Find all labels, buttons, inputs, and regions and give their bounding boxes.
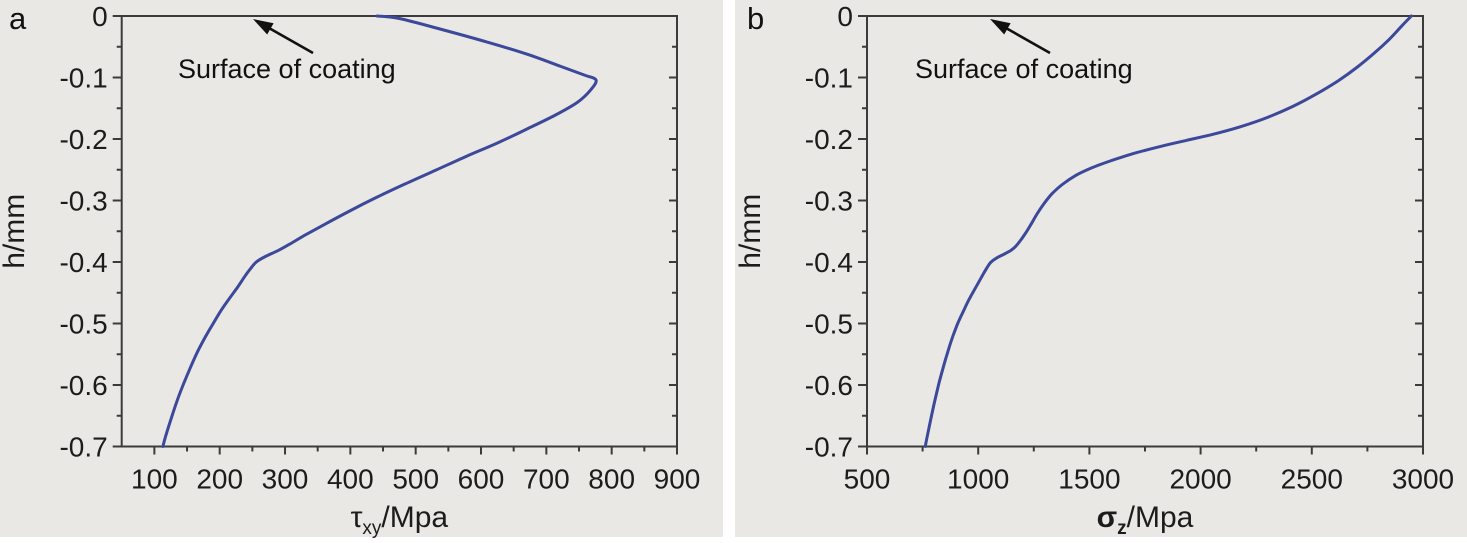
panel-a: 100 200 300 400 500 600 700 800 900 0 -0.1 -0.2 -0.3…	[0, 1, 700, 539]
x-tick-label: 900	[654, 464, 701, 495]
y-tick-label: -0.6	[805, 370, 853, 401]
x-tick-label: 100	[131, 464, 178, 495]
panel-a-annotation-arrow-shaft	[264, 24, 314, 55]
y-tick-label: 0	[837, 1, 853, 32]
panel-a-letter: a	[9, 1, 27, 36]
panel-a-x-axis-label: τxy/Mpa	[351, 501, 449, 539]
x-tick-label: 800	[588, 464, 635, 495]
panel-b-y-tick-labels: 0 -0.1 -0.2 -0.3 -0.4 -0.5 -0.6 -0.7	[805, 1, 853, 463]
y-tick-label: -0.6	[59, 370, 107, 401]
x-tick-label: 2000	[1169, 464, 1231, 495]
panel-b-annotation-arrowhead	[990, 19, 1011, 35]
x-tick-label: 700	[523, 464, 570, 495]
y-tick-label: -0.3	[59, 186, 107, 217]
panel-b-letter: b	[747, 1, 765, 36]
x-tick-label: 1000	[947, 464, 1009, 495]
panel-a-y-tick-labels: 0 -0.1 -0.2 -0.3 -0.4 -0.5 -0.6 -0.7	[59, 1, 107, 463]
x-tick-label: 2500	[1281, 464, 1343, 495]
y-tick-label: -0.2	[59, 124, 107, 155]
x-tick-label: 400	[327, 464, 374, 495]
x-tick-label: 300	[262, 464, 309, 495]
panel-b-ticks	[858, 15, 1424, 455]
panel-a-annotation-arrowhead	[253, 19, 274, 35]
y-tick-label: 0	[92, 1, 108, 32]
curve-sigma-z-depth-profile	[923, 14, 1413, 448]
y-tick-label: -0.2	[805, 124, 853, 155]
x-tick-label: 200	[196, 464, 243, 495]
x-tick-label: 500	[844, 464, 891, 495]
panel-b-annotation-text: Surface of coating	[915, 54, 1133, 84]
y-tick-label: -0.7	[805, 432, 853, 463]
x-tick-label: 1500	[1058, 464, 1120, 495]
curve-tau-xy-depth-profile	[161, 14, 598, 448]
x-tick-label: 3000	[1392, 464, 1454, 495]
y-tick-label: -0.5	[59, 309, 107, 340]
panel-a-y-axis-label: h/mm	[0, 194, 31, 269]
y-tick-label: -0.4	[59, 247, 107, 278]
panel-a-ticks	[112, 15, 678, 455]
panel-b-x-tick-labels: 500 1000 1500 2000 2500 3000	[844, 464, 1455, 495]
panel-a-x-tick-labels: 100 200 300 400 500 600 700 800 900	[131, 464, 700, 495]
y-tick-label: -0.4	[805, 247, 853, 278]
panel-b-annotation-arrow-shaft	[1001, 24, 1051, 55]
y-tick-label: -0.1	[59, 63, 107, 94]
y-tick-label: -0.7	[59, 432, 107, 463]
y-tick-label: -0.1	[805, 63, 853, 94]
y-tick-label: -0.3	[805, 186, 853, 217]
x-tick-label: 600	[458, 464, 505, 495]
y-tick-label: -0.5	[805, 309, 853, 340]
panel-a-annotation-text: Surface of coating	[178, 54, 396, 84]
panel-b-x-axis-label: σz/Mpa	[1097, 501, 1194, 539]
x-tick-label: 500	[392, 464, 439, 495]
panel-b-y-axis-label: h/mm	[734, 194, 767, 269]
panel-b: 500 1000 1500 2000 2500 3000 0 -0.1 -0.2 -0.3 -0.4…	[734, 1, 1454, 539]
